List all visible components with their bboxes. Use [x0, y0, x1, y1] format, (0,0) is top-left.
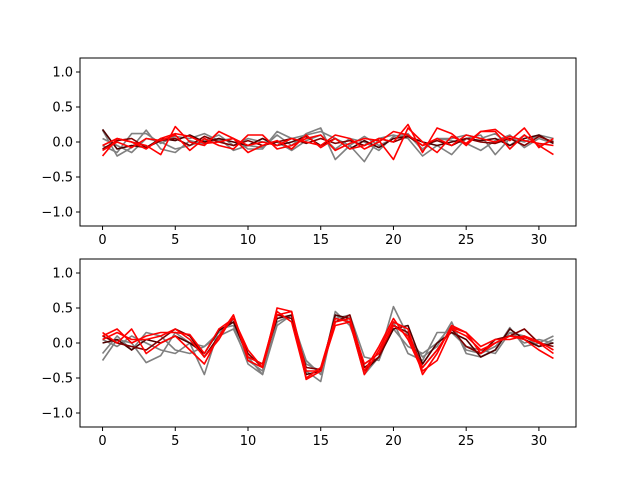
y-tick-label: −0.5	[41, 171, 73, 186]
bottom-subplot: 0 5 10 15 20 25 30 −1.0 −0.5 0.0 0.5 1.0	[41, 258, 577, 449]
x-tick-label: 0	[98, 434, 106, 449]
x-tick-label: 25	[458, 434, 475, 449]
y-tick-label: −1.0	[41, 206, 73, 221]
series-line-7	[102, 127, 554, 161]
top-subplot: 0 5 10 15 20 25 30 −1.0 −0.5 0.0 0.5 1.0	[41, 57, 577, 248]
x-tick-label: 10	[240, 434, 257, 449]
x-tick-label: 15	[312, 434, 329, 449]
y-tick-label: 1.0	[52, 267, 73, 282]
series-line-7	[102, 310, 554, 379]
y-tick-label: 0.5	[52, 302, 73, 317]
x-tick-label: 25	[458, 233, 475, 248]
x-tick-label: 15	[312, 233, 329, 248]
x-tick-label: 0	[98, 233, 106, 248]
series-group	[101, 123, 554, 163]
x-tick-label: 5	[171, 434, 179, 449]
y-tick-label: 0.0	[52, 136, 73, 151]
series-line-8	[102, 130, 554, 150]
series-line-8	[102, 310, 554, 372]
series-group	[101, 305, 554, 383]
x-tick-label: 20	[385, 233, 402, 248]
x-tick-label: 10	[240, 233, 257, 248]
y-tick-label: 1.0	[52, 66, 73, 81]
x-tick-label: 30	[531, 233, 548, 248]
y-tick-label: 0.0	[52, 337, 73, 352]
y-tick-label: −1.0	[41, 407, 73, 422]
x-tick-label: 20	[385, 434, 402, 449]
x-tick-label: 30	[531, 434, 548, 449]
y-tick-label: 0.5	[52, 101, 73, 116]
y-tick-label: −0.5	[41, 372, 73, 387]
x-tick-label: 5	[171, 233, 179, 248]
